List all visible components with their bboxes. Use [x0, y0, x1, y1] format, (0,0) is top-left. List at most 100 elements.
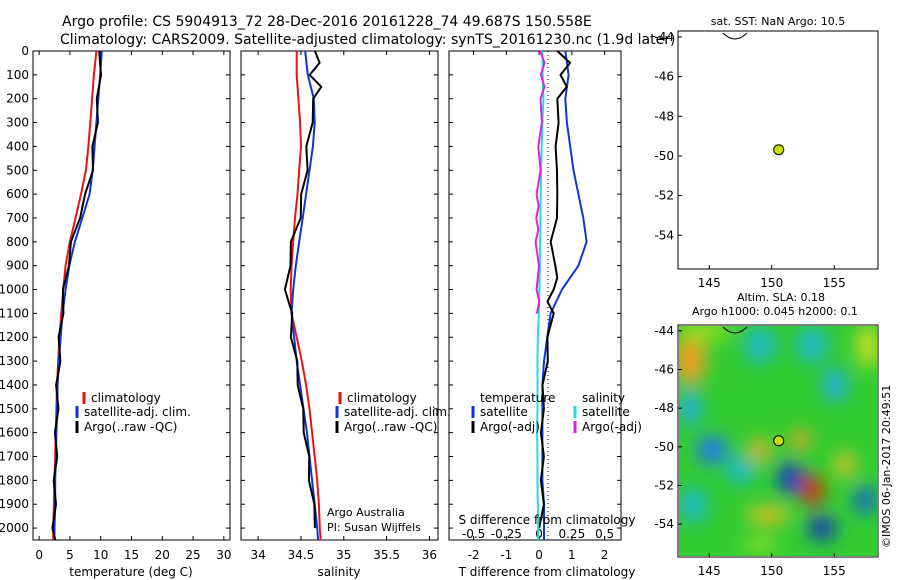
sst-map-axes: 145 150 155 -44 -46 -48 -50 -52 -54	[654, 30, 845, 290]
x-tick-label: 35	[336, 548, 351, 562]
sla-map-contour	[722, 326, 748, 334]
map-y-tick-label: -50	[654, 440, 674, 454]
map-y-tick-label: -52	[654, 478, 674, 492]
depth-tick-label: 2000	[0, 521, 29, 535]
depth-tick-label: 800	[6, 235, 29, 249]
map-y-tick-label: -44	[654, 30, 674, 44]
difference-panel-frame	[448, 50, 622, 541]
temperature-legend: climatology satellite-adj. clim. Argo(..…	[75, 391, 191, 434]
depth-tick-label: 300	[6, 116, 29, 130]
legend-label-climatology: climatology	[91, 391, 161, 405]
depth-tick-label: 1600	[0, 426, 29, 440]
title-line-2: Climatology: CARS2009. Satellite-adjuste…	[60, 32, 675, 48]
legend-label-argo: Argo(..raw -QC)	[84, 420, 177, 434]
temperature-axis-label: temperature (deg C)	[69, 565, 192, 579]
legend-label-s-satellite: satellite	[582, 405, 630, 419]
x-axes: 0 5 10 15 20 25 30 34 34.5 35 35.5 36 -2 -1 0 1 2 -0.5 -0.…	[35, 51, 614, 562]
map-y-tick-label: -48	[654, 401, 674, 415]
x-tick-label: 0	[35, 548, 43, 562]
map-x-tick-label: 145	[698, 564, 721, 578]
map-x-tick-label: 145	[698, 276, 721, 290]
x-tick-label: 0	[535, 548, 543, 562]
series-line-1	[283, 50, 323, 529]
x-tick-label: 30	[216, 548, 231, 562]
top-tick-label: -0.25	[491, 527, 522, 541]
depth-tick-label: 500	[6, 163, 29, 177]
difference-legend: temperature salinity satellite Argo(-adj…	[471, 391, 642, 434]
depth-tick-label: 1700	[0, 450, 29, 464]
depth-tick-label: 1100	[0, 306, 29, 320]
legend-label-t-satellite: satellite	[480, 405, 528, 419]
salinity-legend: climatology satellite-adj. clim. Argo(..…	[327, 391, 451, 534]
map-x-tick-label: 150	[760, 276, 783, 290]
x-tick-label: 36	[422, 548, 437, 562]
depth-tick-label: 600	[6, 187, 29, 201]
depth-tick-label: 1300	[0, 354, 29, 368]
map-y-tick-label: -52	[654, 189, 674, 203]
legend-label-s-argo: Argo(-adj)	[582, 420, 642, 434]
sst-map-contour	[722, 32, 748, 40]
t-difference-axis-label: T difference from climatology	[458, 565, 636, 579]
sla-map-title-line-1: Altim. SLA: 0.18	[737, 291, 825, 304]
series-line-0	[53, 50, 103, 540]
legend-heading-salinity: salinity	[582, 391, 625, 405]
x-tick-label: 25	[185, 548, 200, 562]
map-y-tick-label: -48	[654, 109, 674, 123]
salinity-axis-label: salinity	[317, 565, 360, 579]
x-tick-label: 10	[93, 548, 108, 562]
depth-tick-label: 900	[6, 259, 29, 273]
top-tick-label: 0.25	[558, 527, 585, 541]
depth-tick-label: 1200	[0, 330, 29, 344]
series-line-1	[289, 51, 322, 541]
series-line-2	[538, 50, 572, 529]
credit-pi: PI: Susan Wijffels	[327, 521, 421, 534]
s-difference-axis-label: S difference from climatology	[459, 513, 636, 527]
map-x-tick-label: 155	[823, 564, 846, 578]
depth-tick-label: 100	[6, 68, 29, 82]
sla-map-title-line-2: Argo h1000: 0.045 h2000: 0.1	[692, 305, 858, 318]
x-tick-label: -2	[468, 548, 480, 562]
title-line-1: Argo profile: CS 5904913_72 28-Dec-2016 …	[62, 14, 592, 30]
map-y-tick-label: -46	[654, 70, 674, 84]
copyright-stamp: ©IMOS 06-Jan-2017 20:49:51	[880, 385, 893, 548]
depth-tick-label: 400	[6, 139, 29, 153]
x-tick-label: 2	[601, 548, 609, 562]
sla-map-frame	[677, 324, 879, 558]
credit-institution: Argo Australia	[327, 506, 405, 519]
legend-label-argo: Argo(..raw -QC)	[344, 420, 437, 434]
legend-label-satellite: satellite-adj. clim.	[84, 405, 191, 419]
x-tick-label: 34.5	[288, 548, 315, 562]
sst-map-title: sat. SST: NaN Argo: 10.5	[711, 15, 845, 28]
x-tick-label: 34	[250, 548, 265, 562]
depth-axis: 0 100 200 300 400 500 600 700 800 900 1000 1100 1200…	[0, 44, 621, 535]
series-line-1	[290, 50, 320, 541]
legend-label-t-argo: Argo(-adj)	[480, 420, 540, 434]
legend-label-satellite: satellite-adj. clim.	[344, 405, 451, 419]
sla-argo-location-marker	[773, 435, 785, 447]
x-tick-label: 20	[155, 548, 170, 562]
sst-argo-location-marker	[773, 144, 785, 156]
depth-tick-label: 700	[6, 211, 29, 225]
depth-tick-label: 0	[21, 44, 29, 58]
sla-map-axes: 145 150 155 -44 -46 -48 -50 -52 -54	[654, 324, 845, 578]
series-line-2	[534, 50, 546, 314]
legend-heading-temperature: temperature	[480, 391, 555, 405]
x-tick-label: -1	[500, 548, 512, 562]
top-tick-label: -0.5	[462, 527, 485, 541]
legend-label-climatology: climatology	[347, 391, 417, 405]
depth-tick-label: 200	[6, 92, 29, 106]
x-tick-label: 5	[66, 548, 74, 562]
map-y-tick-label: -54	[654, 517, 674, 531]
salinity-panel-frame	[240, 50, 439, 541]
depth-tick-label: 1900	[0, 497, 29, 511]
sst-map-frame	[677, 30, 879, 270]
x-tick-label: 35.5	[373, 548, 400, 562]
depth-tick-label: 1800	[0, 473, 29, 487]
series-line-0	[51, 50, 102, 541]
depth-tick-label: 1000	[0, 283, 29, 297]
profile-lines	[51, 50, 588, 541]
map-y-tick-label: -44	[654, 324, 674, 338]
map-y-tick-label: -50	[654, 149, 674, 163]
